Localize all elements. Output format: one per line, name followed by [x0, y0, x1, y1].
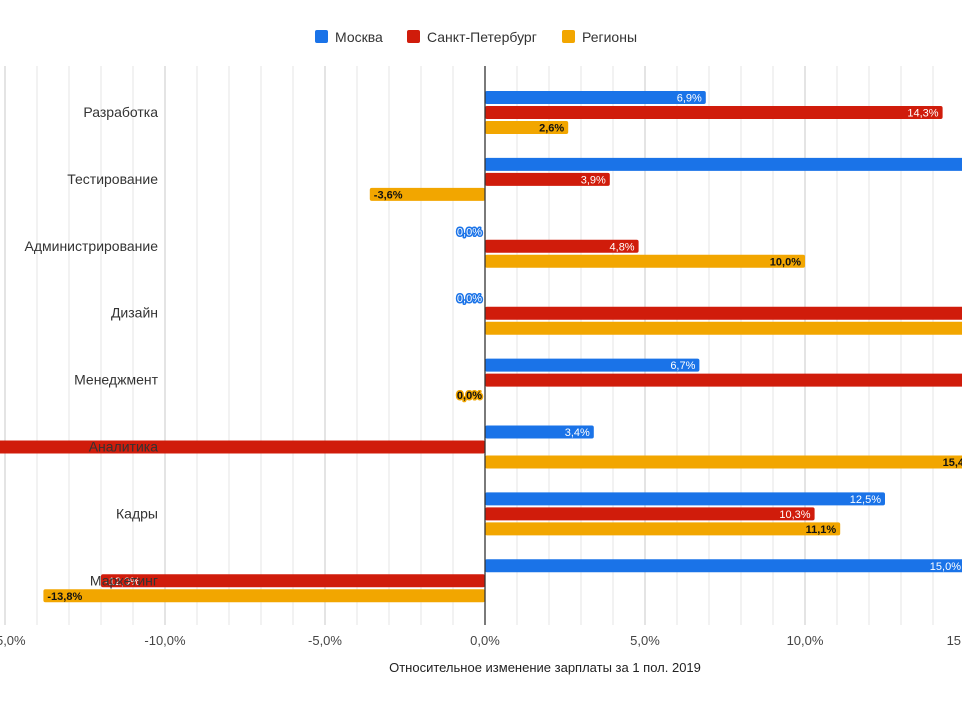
- bar-Санкт-Петербург: [0, 440, 485, 454]
- data-label: 15,0%: [930, 561, 961, 573]
- bar-Санкт-Петербург: [485, 306, 962, 320]
- bar-Санкт-Петербург: [485, 507, 815, 521]
- legend-label: Санкт-Петербург: [427, 29, 537, 45]
- category-label: Менеджмент: [74, 372, 158, 388]
- x-tick-label: -5,0%: [308, 633, 342, 648]
- data-label: 11,1%: [806, 524, 837, 536]
- data-label: -13,8%: [47, 591, 82, 603]
- data-label: 4,8%: [610, 241, 635, 253]
- x-tick-label: 10,0%: [787, 633, 824, 648]
- bar-Регионы: [369, 187, 485, 201]
- data-label: 6,9%: [677, 93, 702, 105]
- category-label: Кадры: [116, 505, 158, 521]
- x-tick-label: 5,0%: [630, 633, 660, 648]
- bar-Москва: [485, 157, 962, 171]
- bar-Москва: [485, 492, 885, 506]
- category-label: Администрирование: [25, 238, 159, 254]
- legend-label: Регионы: [582, 29, 637, 45]
- data-label: -12,0%: [105, 576, 140, 588]
- bar-Санкт-Петербург: [485, 106, 943, 119]
- bar-Москва: [485, 559, 962, 573]
- legend-label: Москва: [335, 29, 383, 45]
- bar-Регионы: [43, 589, 486, 603]
- x-tick-label: 15,0%: [947, 633, 962, 648]
- grid: [4, 66, 934, 625]
- legend: Москва Санкт-Петербург Регионы: [315, 29, 637, 45]
- x-tick-labels: -20,0%-15,0%-10,0%-5,0%0,0%5,0%10,0%15,0…: [0, 633, 962, 648]
- data-label: 2,6%: [539, 123, 564, 135]
- data-labels: 6,9%14,3%2,6%23,5%3,9%-3,6%0,0%4,8%10,0%…: [47, 93, 962, 603]
- bars: [0, 91, 962, 603]
- data-label: 6,7%: [670, 360, 695, 372]
- category-label: Тестирование: [67, 171, 158, 187]
- category-label: Дизайн: [111, 305, 158, 321]
- bar-Санкт-Петербург: [485, 239, 639, 253]
- category-label: Разработка: [83, 104, 158, 120]
- legend-swatch: [315, 30, 328, 43]
- data-label: 10,3%: [779, 509, 810, 521]
- bar-Регионы: [485, 321, 962, 335]
- legend-swatch: [562, 30, 575, 43]
- data-label: 10,0%: [770, 256, 801, 268]
- legend-swatch: [407, 30, 420, 43]
- data-label: -3,6%: [374, 189, 403, 201]
- bar-Регионы: [485, 121, 569, 134]
- bar-Санкт-Петербург: [485, 373, 962, 387]
- data-label: 12,5%: [850, 494, 881, 506]
- bar-Санкт-Петербург: [101, 574, 485, 588]
- x-tick-label: -10,0%: [144, 633, 186, 648]
- category-label: Маркетинг: [90, 572, 158, 588]
- x-axis-title: Относительное изменение зарплаты за 1 по…: [389, 660, 701, 675]
- data-label: 3,4%: [565, 427, 590, 439]
- data-label: 0,0%: [457, 293, 482, 305]
- category-labels: Разработка Тестирование Администрирование Д…: [25, 104, 159, 588]
- x-tick-label: 0,0%: [470, 633, 500, 648]
- bar-Москва: [485, 425, 594, 439]
- data-label: 3,9%: [581, 174, 606, 186]
- bar-Москва: [485, 358, 700, 372]
- bar-Санкт-Петербург: [485, 172, 610, 186]
- data-label: 14,3%: [907, 108, 938, 120]
- bar-Регионы: [485, 254, 805, 268]
- bar-Москва: [485, 91, 706, 104]
- bar-Регионы: [485, 522, 841, 536]
- data-label: 0,0%: [457, 226, 482, 238]
- data-label: 0,0%: [457, 390, 482, 402]
- data-label: 15,4%: [943, 457, 962, 469]
- x-tick-label: -15,0%: [0, 633, 26, 648]
- bar-Регионы: [485, 455, 962, 469]
- category-label: Аналитика: [89, 439, 159, 455]
